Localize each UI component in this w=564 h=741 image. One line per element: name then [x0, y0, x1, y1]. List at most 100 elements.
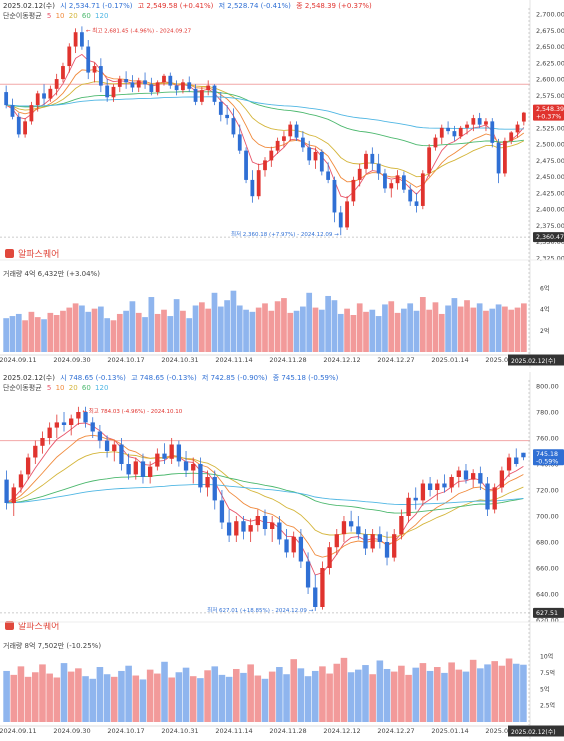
date-tick-label: 2024.09.11 — [0, 727, 37, 735]
date-tick-label: 2024.09.30 — [53, 356, 90, 364]
candle-body — [370, 153, 375, 164]
candle-body — [484, 121, 488, 125]
ma-legend[interactable]: 단순이동평균 5 10 20 60 120 — [3, 383, 108, 392]
header-open: 시 748.65 (-0.13%) — [60, 374, 126, 382]
volume-bar — [104, 318, 111, 352]
volume-bar — [293, 310, 300, 352]
candle-body — [119, 444, 124, 464]
candle-body — [383, 173, 387, 189]
candle-body — [463, 470, 469, 480]
date-tick-label: 2024.12.12 — [323, 356, 360, 364]
ma-legend-label: 단순이동평균 — [3, 383, 42, 392]
volume-bar — [268, 310, 275, 352]
price-tick-label: 2,500.00 — [536, 141, 564, 149]
candle-body — [76, 412, 81, 419]
volume-bar — [180, 310, 186, 352]
volume-bar — [103, 674, 111, 722]
candle-body — [126, 464, 131, 475]
candle-body — [465, 124, 469, 128]
volume-bar — [464, 300, 470, 352]
candle-body — [54, 79, 59, 89]
volume-bar — [445, 305, 451, 352]
ma120-line — [6, 484, 524, 505]
candle-body — [326, 171, 331, 180]
date-tick-label: 2024.10.17 — [107, 356, 144, 364]
volume-bar — [118, 670, 125, 722]
date-tick-label: 2024.12.27 — [377, 356, 414, 364]
candle-body — [427, 147, 432, 174]
candle-body — [313, 587, 318, 607]
candle-body — [401, 175, 406, 190]
volume-bar — [344, 308, 350, 352]
volume-bar — [232, 668, 240, 722]
volume-bar — [363, 311, 369, 352]
candle-body — [10, 105, 15, 117]
ma-legend-label: 단순이동평균 — [3, 11, 42, 20]
volume-bar — [110, 320, 117, 352]
volume-bar — [10, 674, 18, 722]
current-change: -0.59% — [536, 458, 558, 465]
ma-legend-20: 20 — [69, 384, 78, 392]
candle-body — [244, 150, 248, 180]
date-tick-label: 2024.11.28 — [269, 727, 306, 735]
svg-text:2025.02.12(수) 시 748.65 (: 2025.02.12(수) 시 748.65 (-0.13%) 고 748.65… — [3, 373, 339, 382]
volume-bar — [161, 309, 167, 352]
svg-text:2025.02.12(수) 시 2,534.71: 2025.02.12(수) 시 2,534.71 (-0.17%) 고 2,54… — [3, 1, 372, 10]
volume-bar — [175, 672, 183, 722]
volume-bar — [356, 303, 363, 352]
candle-body — [199, 90, 204, 102]
ma-legend[interactable]: 단순이동평균 5 10 20 60 120 — [3, 11, 108, 20]
volume-bar — [369, 309, 376, 352]
brand-icon — [5, 621, 14, 630]
ma20-line — [6, 451, 524, 538]
volume-bar — [243, 309, 249, 352]
volume-bar — [148, 297, 155, 352]
candle-body — [191, 464, 196, 471]
candle-body — [4, 92, 9, 106]
candle-body — [332, 179, 337, 213]
price-axis-bg — [530, 0, 564, 372]
candle-body — [149, 84, 154, 93]
ma-legend-120: 120 — [95, 12, 108, 20]
brand-logo[interactable]: 알파스퀘어 — [5, 621, 59, 632]
volume-bar — [249, 311, 256, 352]
candle-body — [234, 521, 239, 536]
volume-bar — [287, 312, 294, 352]
candle-body — [515, 124, 520, 133]
volume-bar — [39, 664, 46, 722]
volume-bar — [97, 306, 104, 352]
price-tick-label: 2,600.00 — [536, 76, 564, 84]
candle-body — [442, 483, 447, 488]
date-badge — [508, 354, 564, 366]
candle-body — [458, 127, 463, 137]
volume-bar — [441, 672, 448, 722]
header-high: 고 748.65 (-0.13%) — [131, 374, 197, 382]
brand-logo[interactable]: 알파스퀘어 — [5, 249, 59, 260]
candle-body — [92, 66, 97, 73]
low-price-badge — [533, 232, 564, 243]
candle-body — [104, 440, 110, 451]
candle-body — [250, 179, 255, 197]
volume-bar — [281, 298, 287, 352]
low-price-tag: 627.51 — [536, 610, 558, 617]
candle-body — [300, 137, 305, 148]
volume-bar — [261, 678, 269, 722]
candle-body — [140, 461, 146, 477]
ma-legend-5: 5 — [47, 384, 51, 392]
volume-bar — [236, 305, 243, 352]
ma-legend-60: 60 — [82, 12, 91, 20]
price-tick-label: 640.00 — [536, 591, 559, 599]
volume-bar — [125, 665, 132, 722]
candle-body — [155, 453, 160, 467]
volume-bar — [495, 304, 502, 352]
candle-body — [392, 534, 397, 558]
volume-tick-label: 10억 — [540, 653, 553, 661]
volume-bar — [129, 301, 136, 352]
current-price: 2,548.39 — [536, 106, 564, 113]
volume-bar — [67, 671, 75, 722]
volume-bar — [489, 308, 496, 352]
candle-body — [288, 124, 293, 137]
volume-bar — [520, 664, 527, 722]
candle-body — [521, 452, 526, 458]
candle-body — [284, 539, 289, 553]
